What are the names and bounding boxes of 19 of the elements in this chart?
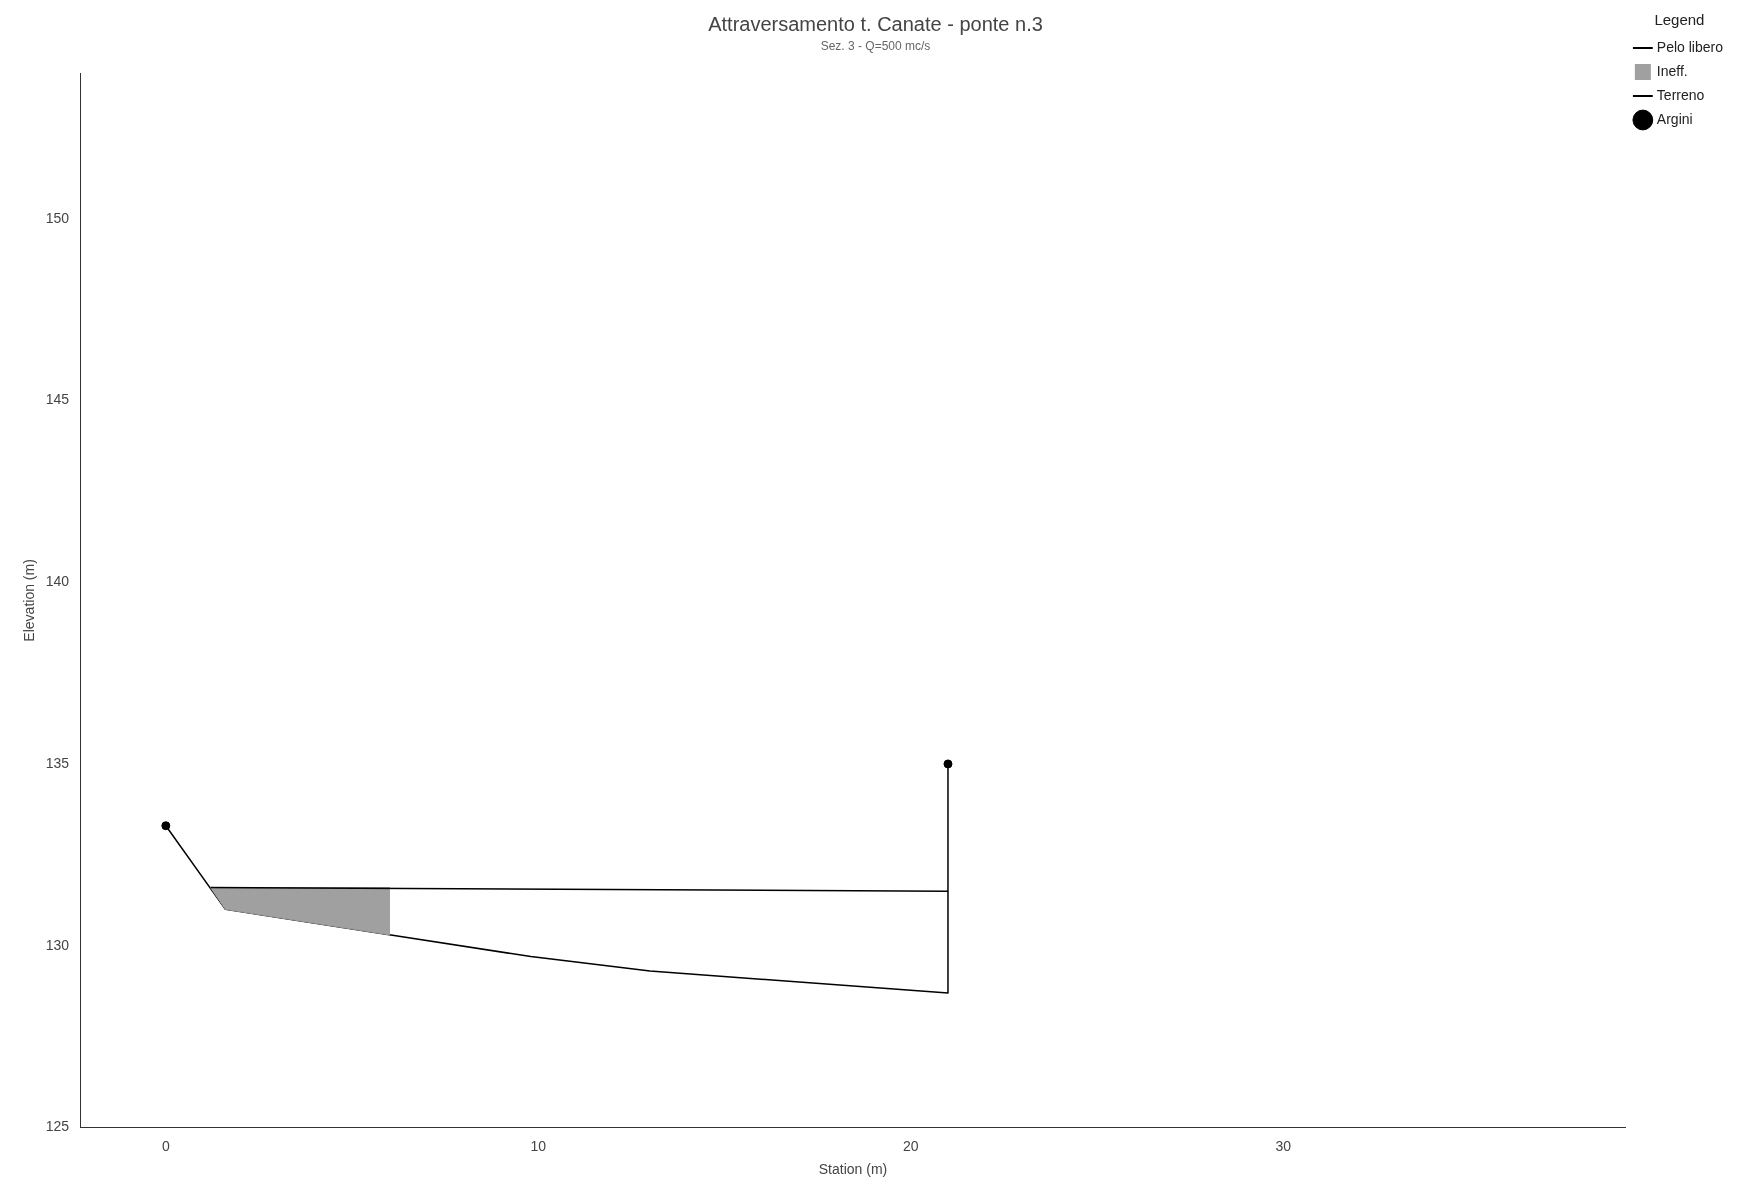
y-tick-label: 125 bbox=[45, 1118, 70, 1135]
legend-label: Terreno bbox=[1656, 86, 1705, 103]
chart-subtitle: Sez. 3 - Q=500 mc/s bbox=[820, 38, 931, 53]
x-tick-label: 20 bbox=[902, 1137, 919, 1154]
y-axis-title: Elevation (m) bbox=[21, 559, 38, 642]
legend-title: Legend bbox=[1654, 10, 1705, 28]
y-tick-label: 140 bbox=[45, 573, 70, 590]
x-axis-title: Station (m) bbox=[818, 1161, 888, 1178]
x-tick-label: 10 bbox=[530, 1137, 547, 1154]
y-tick-label: 135 bbox=[45, 754, 70, 771]
x-tick-label: 30 bbox=[1275, 1137, 1292, 1154]
legend-label: Argini bbox=[1656, 110, 1693, 127]
legend-label: Ineff. bbox=[1656, 62, 1688, 79]
y-tick-label: 150 bbox=[45, 209, 70, 226]
y-tick-label: 145 bbox=[45, 391, 70, 408]
x-tick-label: 0 bbox=[161, 1137, 170, 1154]
chart-title: Attraversamento t. Canate - ponte n.3 bbox=[708, 12, 1043, 35]
legend-label: Pelo libero bbox=[1656, 38, 1724, 55]
y-tick-label: 130 bbox=[45, 936, 70, 953]
